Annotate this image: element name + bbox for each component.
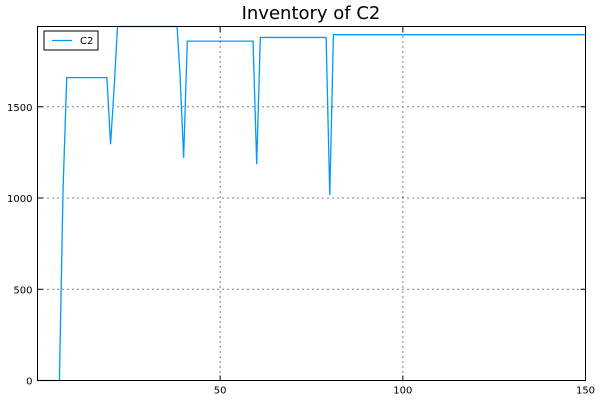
y-tick-label: 500: [13, 285, 32, 296]
plot-frame: [37, 26, 586, 381]
series-layer: [37, 25, 586, 382]
legend-label: C2: [80, 36, 93, 47]
x-tick-label: 100: [393, 386, 412, 397]
x-tick-label: 50: [214, 386, 227, 397]
chart-title: Inventory of C2: [242, 3, 381, 24]
y-tick-label: 1500: [7, 103, 32, 114]
legend: C2: [43, 30, 99, 51]
y-tick-label: 1000: [7, 194, 32, 205]
y-tick-label: 0: [26, 377, 32, 388]
x-tick-label: 150: [576, 386, 595, 397]
gridlines: [37, 26, 586, 381]
series-line-c2: [37, 25, 586, 382]
